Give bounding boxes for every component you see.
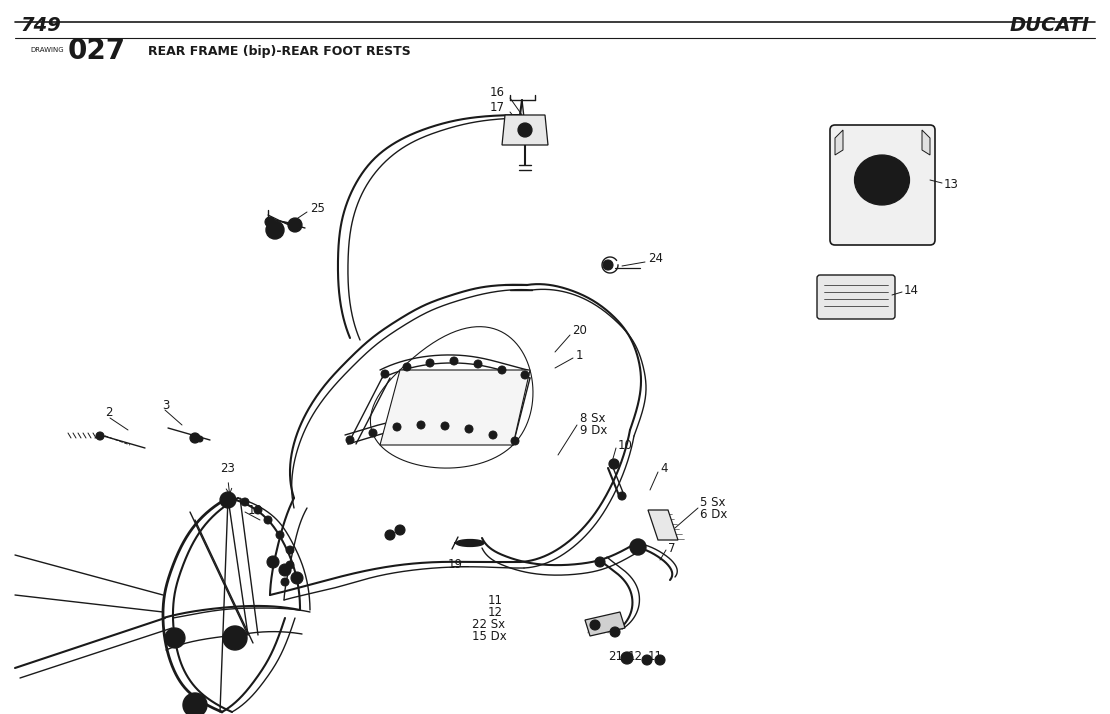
Circle shape xyxy=(281,578,289,586)
Ellipse shape xyxy=(456,540,484,546)
Text: 027: 027 xyxy=(68,37,127,65)
Circle shape xyxy=(228,631,242,645)
Circle shape xyxy=(521,371,529,379)
Circle shape xyxy=(286,561,294,569)
Polygon shape xyxy=(585,612,625,636)
Circle shape xyxy=(591,620,601,630)
Circle shape xyxy=(385,530,395,540)
Text: 22 Sx: 22 Sx xyxy=(472,618,505,631)
Circle shape xyxy=(254,506,262,514)
Polygon shape xyxy=(922,130,930,155)
Text: 11: 11 xyxy=(488,593,503,606)
Text: 12: 12 xyxy=(628,650,643,663)
Circle shape xyxy=(266,221,284,239)
Text: 14: 14 xyxy=(904,283,919,296)
Text: 13: 13 xyxy=(944,178,959,191)
Text: 17: 17 xyxy=(490,101,505,114)
Circle shape xyxy=(603,260,613,270)
Circle shape xyxy=(630,539,646,555)
Circle shape xyxy=(279,564,291,576)
Circle shape xyxy=(346,436,354,444)
Circle shape xyxy=(95,432,104,440)
Text: 1: 1 xyxy=(576,348,584,361)
Circle shape xyxy=(287,218,302,232)
Circle shape xyxy=(276,531,284,539)
Circle shape xyxy=(450,357,458,365)
Circle shape xyxy=(620,652,633,664)
Text: 4: 4 xyxy=(660,461,667,475)
Circle shape xyxy=(610,627,620,637)
Text: 7: 7 xyxy=(668,541,676,555)
Circle shape xyxy=(511,437,519,445)
Circle shape xyxy=(635,542,645,552)
Circle shape xyxy=(196,436,203,442)
Circle shape xyxy=(241,498,249,506)
Circle shape xyxy=(490,431,497,439)
Circle shape xyxy=(264,516,272,524)
Circle shape xyxy=(183,693,206,714)
Text: 6 Dx: 6 Dx xyxy=(700,508,727,521)
Text: DRAWING: DRAWING xyxy=(30,47,63,53)
Text: 15 Dx: 15 Dx xyxy=(472,630,507,643)
Text: 12: 12 xyxy=(488,605,503,618)
Ellipse shape xyxy=(869,169,895,191)
Text: 25: 25 xyxy=(310,201,325,214)
Text: 21: 21 xyxy=(608,650,623,663)
FancyBboxPatch shape xyxy=(817,275,895,319)
Text: 5 Sx: 5 Sx xyxy=(700,496,726,508)
Circle shape xyxy=(518,123,532,137)
Text: 18: 18 xyxy=(248,503,263,516)
Circle shape xyxy=(618,492,626,500)
Circle shape xyxy=(393,423,401,431)
Polygon shape xyxy=(502,115,548,145)
Circle shape xyxy=(286,546,294,554)
Circle shape xyxy=(270,559,276,565)
Circle shape xyxy=(220,492,236,508)
Circle shape xyxy=(426,359,434,367)
Circle shape xyxy=(165,628,185,648)
Text: 749: 749 xyxy=(20,16,61,35)
Polygon shape xyxy=(380,370,529,445)
Circle shape xyxy=(395,525,405,535)
Polygon shape xyxy=(835,130,842,155)
Text: 3: 3 xyxy=(162,398,170,411)
Ellipse shape xyxy=(855,155,909,205)
Text: 11: 11 xyxy=(648,650,663,663)
Text: 9 Dx: 9 Dx xyxy=(581,423,607,436)
Text: 19: 19 xyxy=(448,558,463,571)
Text: 2: 2 xyxy=(105,406,112,418)
Text: 24: 24 xyxy=(648,251,663,264)
Text: 23: 23 xyxy=(220,461,235,475)
Circle shape xyxy=(223,626,248,650)
Text: DUCATI: DUCATI xyxy=(1010,16,1090,35)
Circle shape xyxy=(381,370,388,378)
Circle shape xyxy=(369,429,377,437)
Circle shape xyxy=(655,655,665,665)
Circle shape xyxy=(609,459,619,469)
Circle shape xyxy=(417,421,425,429)
Circle shape xyxy=(595,557,605,567)
Text: 20: 20 xyxy=(572,323,587,336)
Circle shape xyxy=(265,217,275,227)
Circle shape xyxy=(291,572,303,584)
Circle shape xyxy=(268,556,279,568)
Circle shape xyxy=(465,425,473,433)
Text: REAR FRAME (bip)-REAR FOOT RESTS: REAR FRAME (bip)-REAR FOOT RESTS xyxy=(148,44,411,58)
Text: 8 Sx: 8 Sx xyxy=(581,411,605,425)
Circle shape xyxy=(474,360,482,368)
Polygon shape xyxy=(648,510,678,540)
Circle shape xyxy=(294,575,300,581)
Circle shape xyxy=(403,363,411,371)
Circle shape xyxy=(190,433,200,443)
Text: 10: 10 xyxy=(618,438,633,451)
Circle shape xyxy=(498,366,506,374)
FancyBboxPatch shape xyxy=(830,125,935,245)
Circle shape xyxy=(282,567,287,573)
Circle shape xyxy=(441,422,450,430)
Circle shape xyxy=(642,655,652,665)
Text: 16: 16 xyxy=(490,86,505,99)
